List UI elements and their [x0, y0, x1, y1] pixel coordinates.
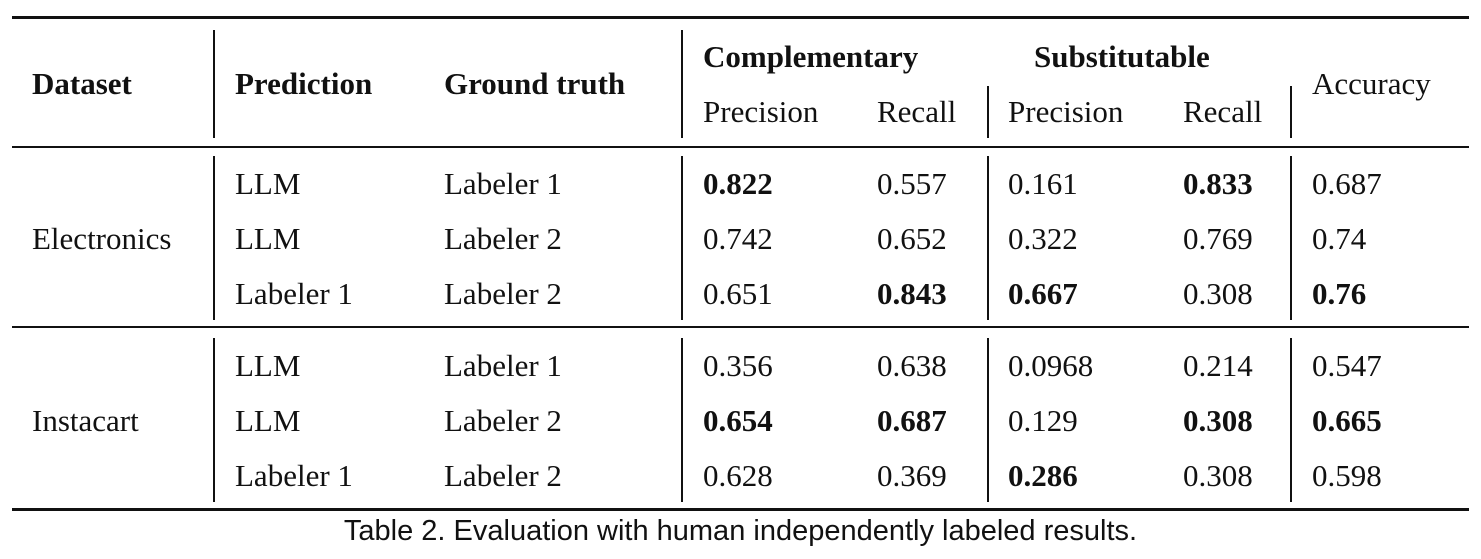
table-cell-ground-truth: Labeler 2: [444, 458, 562, 493]
header-dataset: Dataset: [32, 66, 132, 101]
table-cell-ground-truth: Labeler 1: [444, 166, 562, 201]
table-cell-ground-truth: Labeler 1: [444, 348, 562, 383]
header-ground-truth: Ground truth: [444, 66, 626, 101]
table-cell-comp-recall: 0.638: [877, 348, 947, 383]
table-cell-sub-precision: 0.129: [1008, 403, 1078, 438]
group1-divider-complementary: [987, 156, 989, 320]
table-caption: Table 2. Evaluation with human independe…: [343, 515, 1138, 547]
table-cell-sub-precision: 0.322: [1008, 221, 1078, 256]
table-cell-sub-recall: 0.308: [1183, 276, 1253, 311]
header-sub-precision: Precision: [1008, 94, 1124, 129]
table-cell-sub-recall: 0.308: [1183, 458, 1253, 493]
table-cell-sub-recall: 0.833: [1183, 166, 1253, 201]
table-cell-sub-precision: 0.161: [1008, 166, 1078, 201]
table-cell-sub-precision: 0.286: [1008, 458, 1078, 493]
table-cell-sub-recall: 0.769: [1183, 221, 1253, 256]
table-cell-sub-recall: 0.308: [1183, 403, 1253, 438]
table-cell-comp-recall: 0.557: [877, 166, 947, 201]
table-cell-comp-recall: 0.687: [877, 403, 947, 438]
table-cell-sub-recall: 0.214: [1183, 348, 1253, 383]
group2-divider-substitutable: [1290, 338, 1292, 502]
header-accuracy: Accuracy: [1312, 66, 1431, 101]
table-cell-prediction: LLM: [235, 348, 301, 383]
group-rule: [12, 326, 1469, 328]
dataset-label: Instacart: [32, 403, 139, 438]
group1-divider-substitutable: [1290, 156, 1292, 320]
top-rule: [12, 16, 1469, 19]
table-cell-comp-precision: 0.742: [703, 221, 773, 256]
table-cell-comp-precision: 0.654: [703, 403, 773, 438]
group2-divider-groundtruth: [681, 338, 683, 502]
table-cell-comp-precision: 0.822: [703, 166, 773, 201]
table-cell-comp-precision: 0.628: [703, 458, 773, 493]
table-cell-accuracy: 0.665: [1312, 403, 1382, 438]
table-cell-comp-recall: 0.652: [877, 221, 947, 256]
table-cell-sub-precision: 0.0968: [1008, 348, 1094, 383]
table-cell-prediction: LLM: [235, 403, 301, 438]
table-cell-accuracy: 0.74: [1312, 221, 1367, 256]
table-cell-ground-truth: Labeler 2: [444, 276, 562, 311]
header-divider-dataset: [213, 30, 215, 138]
table-cell-comp-precision: 0.356: [703, 348, 773, 383]
group2-divider-dataset: [213, 338, 215, 502]
group2-divider-complementary: [987, 338, 989, 502]
header-divider-substitutable: [1290, 86, 1292, 138]
table-cell-accuracy: 0.687: [1312, 166, 1382, 201]
table-cell-accuracy: 0.547: [1312, 348, 1382, 383]
header-prediction: Prediction: [235, 66, 373, 101]
header-rule: [12, 146, 1469, 148]
header-complementary: Complementary: [703, 39, 919, 74]
header-sub-recall: Recall: [1183, 94, 1263, 129]
header-comp-recall: Recall: [877, 94, 957, 129]
table-cell-comp-recall: 0.369: [877, 458, 947, 493]
header-substitutable: Substitutable: [1034, 39, 1210, 74]
table-cell-ground-truth: Labeler 2: [444, 403, 562, 438]
table-cell-ground-truth: Labeler 2: [444, 221, 562, 256]
bottom-rule: [12, 508, 1469, 511]
table-cell-prediction: Labeler 1: [235, 276, 353, 311]
dataset-label: Electronics: [32, 221, 172, 256]
table-cell-accuracy: 0.76: [1312, 276, 1367, 311]
table-cell-accuracy: 0.598: [1312, 458, 1382, 493]
table-cell-prediction: LLM: [235, 166, 301, 201]
table-cell-comp-recall: 0.843: [877, 276, 947, 311]
group1-divider-dataset: [213, 156, 215, 320]
header-divider-groundtruth: [681, 30, 683, 138]
header-divider-complementary: [987, 86, 989, 138]
table-cell-sub-precision: 0.667: [1008, 276, 1078, 311]
table-cell-comp-precision: 0.651: [703, 276, 773, 311]
table-cell-prediction: LLM: [235, 221, 301, 256]
header-comp-precision: Precision: [703, 94, 819, 129]
table-cell-prediction: Labeler 1: [235, 458, 353, 493]
group1-divider-groundtruth: [681, 156, 683, 320]
